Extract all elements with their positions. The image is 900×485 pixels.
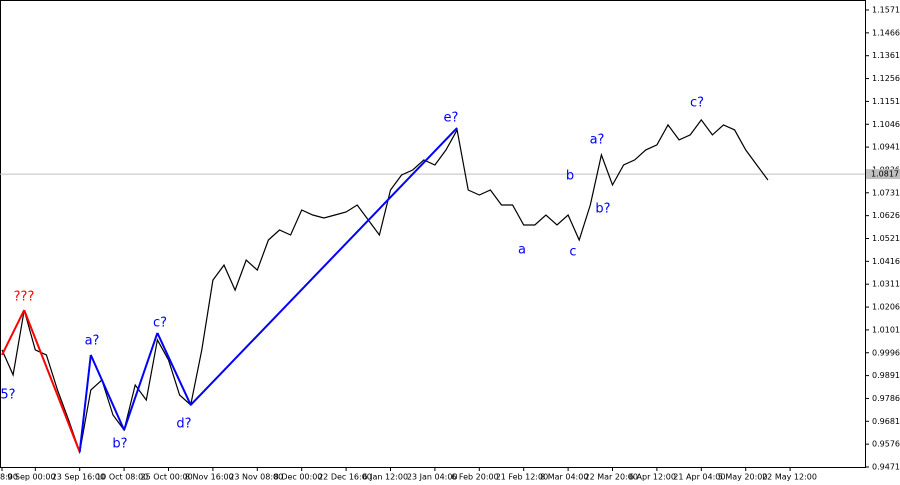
wave-label: a?	[85, 334, 100, 349]
x-tick-label: 6 Apr 12:00	[629, 473, 676, 482]
y-tick-label: 1.1571	[872, 6, 900, 15]
y-tick-label: 1.0311	[872, 280, 900, 289]
y-tick-label: 1.0206	[872, 303, 900, 312]
y-tick-label: 1.1151	[872, 97, 900, 106]
y-tick-label: 0.9996	[872, 348, 900, 357]
wave-segment	[1, 309, 26, 356]
y-tick-label: 1.0521	[872, 234, 900, 243]
x-tick-label: 8 Nov 16:00	[185, 473, 234, 482]
wave-label: b?	[595, 202, 610, 217]
x-tick-label: 23 Nov 08:00	[229, 473, 283, 482]
x-tick-label: 23 Sep 16:00	[52, 473, 105, 482]
x-tick-label: 21 Feb 12:00	[496, 473, 548, 482]
x-tick-label: 10 Oct 08:00	[96, 473, 148, 482]
wave-label: 5?	[0, 388, 15, 403]
wave-label: c?	[690, 96, 704, 111]
wave-segment	[189, 127, 458, 406]
y-tick-label: 1.0941	[872, 143, 900, 152]
current-price-box	[866, 169, 900, 180]
y-tick-label: 1.1466	[872, 28, 900, 37]
y-tick-label: 0.9891	[872, 371, 900, 380]
y-tick-label: 1.0731	[872, 188, 900, 197]
wave-label: e?	[444, 111, 459, 126]
wave-segment	[23, 309, 81, 453]
wave-label: ???	[14, 290, 35, 305]
wave-label: c	[569, 245, 576, 260]
wave-label: a?	[590, 133, 605, 148]
wave-segment	[123, 332, 159, 431]
y-tick-label: 1.0101	[872, 325, 900, 334]
wave-label: d?	[176, 417, 191, 432]
x-tick-label: 23 Jan 04:00	[407, 473, 458, 482]
y-tick-label: 0.9576	[872, 440, 900, 449]
wave-label: a	[518, 243, 526, 258]
y-tick-label: 1.1046	[872, 120, 900, 129]
x-tick-label: 22 May 12:00	[762, 473, 817, 482]
plot-frame	[0, 0, 866, 468]
x-tick-label: 6 Feb 20:00	[451, 473, 498, 482]
y-tick-label: 1.0416	[872, 257, 900, 266]
x-tick-label: 8 Mar 04:00	[540, 473, 588, 482]
x-tick-label: 25 Oct 00:00	[141, 473, 193, 482]
x-tick-label: 9 Sep 00:00	[7, 473, 55, 482]
wave-segment	[156, 332, 192, 406]
wave-segment	[89, 354, 126, 431]
y-tick-label: 0.9786	[872, 394, 900, 403]
x-tick-label: 8:00	[0, 473, 18, 482]
wave-label: c?	[153, 316, 167, 331]
x-tick-label: 5 May 20:00	[718, 473, 768, 482]
x-tick-label: 8 Dec 00:00	[274, 473, 323, 482]
price-line	[1, 118, 769, 455]
x-tick-label: 6 Jan 12:00	[363, 473, 409, 482]
y-tick-label: 0.9681	[872, 417, 900, 426]
y-tick-label: 1.1361	[872, 51, 900, 60]
x-tick-label: 21 Apr 04:00	[673, 473, 725, 482]
x-tick-label: 22 Dec 16:00	[318, 473, 372, 482]
wave-label: b?	[112, 437, 127, 452]
wave-label: b	[566, 169, 574, 184]
x-tick-label: 22 Mar 20:00	[585, 473, 638, 482]
wave-segment	[78, 354, 92, 453]
current-price-label: 1.0817	[871, 170, 899, 179]
y-tick-label: 1.1256	[872, 74, 900, 83]
y-tick-label: 0.9471	[872, 463, 900, 472]
y-tick-label: 1.0626	[872, 211, 900, 220]
